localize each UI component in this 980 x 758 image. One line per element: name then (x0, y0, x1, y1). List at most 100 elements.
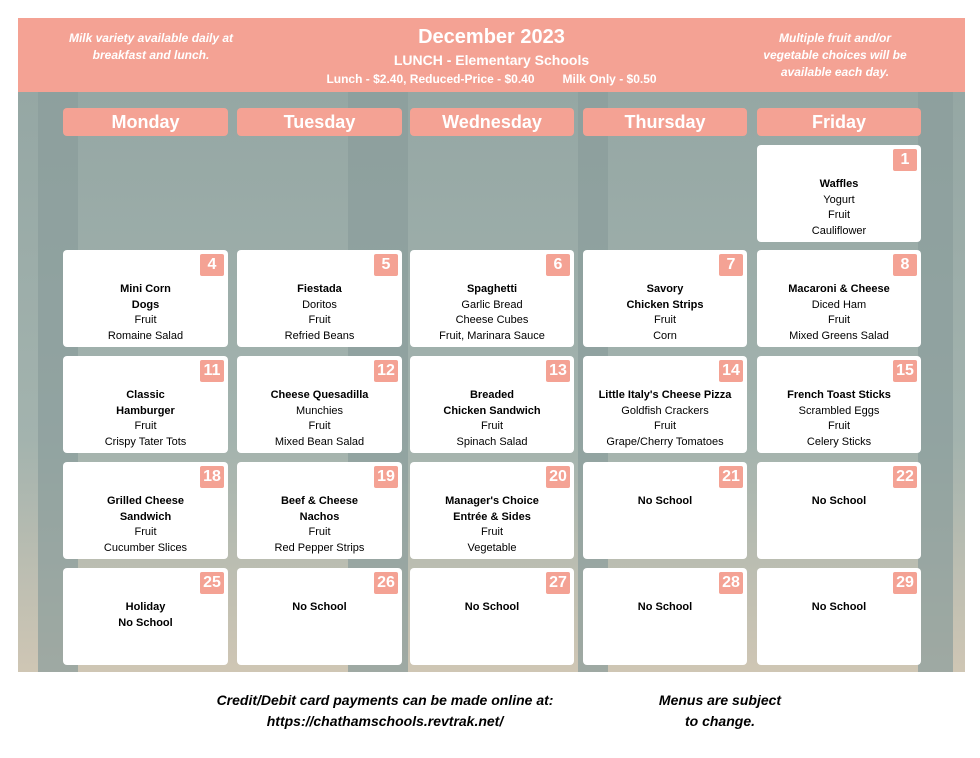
side-item: Red Pepper Strips (274, 541, 365, 554)
side-item: Mixed Greens Salad (789, 329, 889, 342)
date-badge: 5 (374, 254, 398, 276)
side-item: Fruit (828, 420, 850, 432)
milk-note: Milk variety available daily at breakfas… (68, 31, 234, 62)
entree: No School (637, 495, 693, 507)
lunch-price: Lunch - $2.40, Reduced-Price - $0.40 (326, 72, 535, 86)
side-item: Fruit (481, 420, 503, 432)
entree: Macaroni & Cheese (788, 283, 890, 295)
header-banner: Milk variety available daily at breakfas… (18, 18, 965, 92)
entree: Savory (646, 283, 684, 295)
side-item: Fruit (308, 526, 331, 538)
date-badge: 26 (374, 572, 398, 594)
disclaimer: Menus are subject to change. (640, 690, 800, 732)
entree: Cheese Quesadilla (270, 389, 369, 401)
date-badge: 18 (200, 466, 224, 488)
day-cell: 21 No School (583, 462, 747, 559)
day-cell: 18 Grilled Cheese Sandwich Fruit Cucumber Sl… (63, 462, 228, 559)
date-badge: 14 (719, 360, 743, 382)
side-item: Fruit (308, 314, 331, 326)
day-cell: 22 No School (757, 462, 921, 559)
date-badge: 25 (200, 572, 224, 594)
entree: No School (637, 601, 693, 613)
side-item: Fruit (481, 526, 503, 538)
entree: Little Italy's Cheese Pizza (598, 389, 732, 401)
day-cell: 1 Waffles Yogurt Fruit Cauliflower (757, 145, 921, 242)
day-cell: 11 Classic Hamburger Fruit Crispy Tater Tots (63, 356, 228, 453)
day-header-thursday: Thursday (583, 108, 747, 136)
page-title: December 2023 (418, 26, 565, 48)
date-badge: 11 (200, 360, 224, 382)
day-header-wednesday: Wednesday (410, 108, 574, 136)
entree: No School (464, 601, 520, 613)
side-item: Celery Sticks (806, 435, 872, 448)
price-info: Lunch - $2.40, Reduced-Price - $0.40 Milk… (18, 72, 965, 86)
side-item: Spinach Salad (456, 435, 528, 448)
date-badge: 1 (893, 149, 917, 171)
entree: No School (811, 601, 867, 613)
side-item: Fruit (308, 420, 331, 432)
payment-text: Credit/Debit card payments can be made o… (216, 692, 554, 708)
entree: Grilled Cheese (106, 495, 185, 507)
day-cell: 29 No School (757, 568, 921, 665)
side-item: Garlic Bread (461, 298, 523, 311)
entree: Chicken Strips (626, 298, 704, 311)
disclaimer-line: Menus are subject (658, 692, 782, 708)
payment-link[interactable]: https://chathamschools.revtrak.net/ (266, 713, 504, 729)
entree: Classic (126, 389, 165, 401)
side-item: Munchies (295, 404, 344, 417)
entree: No School (118, 616, 173, 629)
date-badge: 28 (719, 572, 743, 594)
side-item: Cucumber Slices (103, 541, 188, 554)
side-item: Cauliflower (811, 224, 867, 237)
date-badge: 20 (546, 466, 570, 488)
entree: Breaded (469, 389, 515, 401)
side-item: Vegetable (467, 541, 517, 554)
side-item: Mixed Bean Salad (274, 435, 365, 448)
side-item: Romaine Salad (107, 329, 184, 342)
date-badge: 27 (546, 572, 570, 594)
side-item: Refried Beans (284, 329, 355, 342)
entree: Sandwich (119, 510, 172, 523)
day-cell: 4 Mini Corn Dogs Fruit Romaine Salad (63, 250, 228, 347)
side-item: Goldfish Crackers (621, 404, 709, 417)
day-cell: 12 Cheese Quesadilla Munchies Fruit Mixed Be… (237, 356, 402, 453)
side-item: Grape/Cherry Tomatoes (606, 435, 724, 448)
date-badge: 6 (546, 254, 570, 276)
day-cell: 20 Manager's Choice Entrée & Sides Fruit Veg… (410, 462, 574, 559)
entree: Mini Corn (120, 283, 171, 295)
side-item: Fruit (134, 314, 157, 326)
day-cell: 28 No School (583, 568, 747, 665)
day-header-friday: Friday (757, 108, 921, 136)
entree: No School (811, 495, 867, 507)
side-item: Cheese Cubes (455, 314, 529, 326)
entree: Entrée & Sides (453, 510, 531, 523)
side-item: Diced Ham (811, 298, 867, 311)
date-badge: 22 (893, 466, 917, 488)
day-cell: 25 Holiday No School (63, 568, 228, 665)
day-cell: 7 Savory Chicken Strips Fruit Corn (583, 250, 747, 347)
date-badge: 8 (893, 254, 917, 276)
side-item: Yogurt (823, 193, 855, 206)
entree: Dogs (131, 298, 160, 311)
day-header-tuesday: Tuesday (237, 108, 402, 136)
page-subtitle: LUNCH - Elementary Schools (393, 52, 590, 68)
day-cell: 19 Beef & Cheese Nachos Fruit Red Pepper Str… (237, 462, 402, 559)
entree: Hamburger (116, 404, 175, 417)
side-item: Fruit (134, 420, 157, 432)
day-cell: 8 Macaroni & Cheese Diced Ham Fruit Mixed Gr… (757, 250, 921, 347)
side-item: Fruit (654, 314, 676, 326)
entree: Nachos (299, 510, 340, 523)
day-cell: 26 No School (237, 568, 402, 665)
date-badge: 7 (719, 254, 743, 276)
day-cell: 14 Little Italy's Cheese Pizza Goldfish Cr… (583, 356, 747, 453)
day-cell: 27 No School (410, 568, 574, 665)
entree: Waffles (819, 178, 859, 190)
side-item: Fruit, Marinara Sauce (439, 329, 545, 342)
day-cell: 6 Spaghetti Garlic Bread Cheese Cubes Fruit,… (410, 250, 574, 347)
disclaimer-line: to change. (684, 713, 755, 729)
day-cell: 15 French Toast Sticks Scrambled Eggs Fruit… (757, 356, 921, 453)
side-item: Fruit (828, 209, 850, 221)
entree: No School (292, 601, 347, 613)
date-badge: 29 (893, 572, 917, 594)
side-item: Fruit (828, 314, 850, 326)
